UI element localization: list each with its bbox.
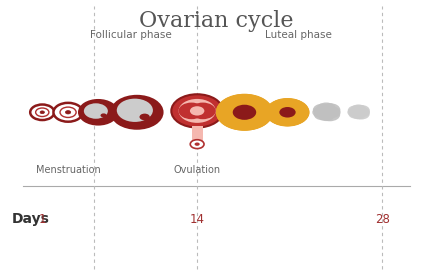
Circle shape — [314, 109, 331, 120]
Circle shape — [320, 108, 340, 121]
Circle shape — [312, 107, 330, 118]
Circle shape — [320, 103, 340, 116]
Circle shape — [225, 99, 273, 129]
Circle shape — [226, 97, 273, 128]
Text: Ovulation: Ovulation — [174, 165, 221, 175]
Circle shape — [117, 99, 153, 122]
Text: Luteal phase: Luteal phase — [265, 30, 332, 40]
Circle shape — [322, 106, 341, 118]
Circle shape — [190, 140, 204, 149]
Circle shape — [100, 113, 107, 117]
Circle shape — [216, 97, 263, 128]
Circle shape — [349, 110, 362, 119]
Circle shape — [53, 103, 83, 122]
Text: Menstruation: Menstruation — [36, 165, 100, 175]
Bar — [191, 126, 203, 141]
Circle shape — [355, 108, 370, 117]
Circle shape — [317, 106, 335, 118]
Circle shape — [351, 108, 366, 117]
Circle shape — [221, 94, 268, 124]
Circle shape — [352, 111, 365, 119]
Circle shape — [316, 102, 336, 115]
Circle shape — [221, 100, 268, 131]
Circle shape — [274, 101, 310, 124]
Text: 1: 1 — [39, 213, 46, 225]
Circle shape — [273, 99, 309, 122]
Circle shape — [279, 107, 296, 118]
Circle shape — [65, 111, 71, 114]
Circle shape — [190, 106, 204, 116]
Circle shape — [178, 99, 216, 123]
Circle shape — [218, 94, 266, 125]
Circle shape — [353, 109, 370, 120]
Circle shape — [265, 101, 301, 124]
Circle shape — [216, 95, 264, 126]
Circle shape — [84, 103, 108, 119]
Circle shape — [348, 105, 363, 115]
Circle shape — [40, 111, 45, 114]
Circle shape — [268, 98, 304, 121]
Circle shape — [218, 100, 266, 130]
Circle shape — [351, 104, 366, 115]
Circle shape — [268, 103, 304, 126]
Circle shape — [178, 102, 204, 119]
Circle shape — [79, 100, 117, 125]
Circle shape — [271, 98, 307, 121]
Circle shape — [30, 104, 54, 120]
Text: 14: 14 — [190, 213, 205, 225]
Circle shape — [225, 95, 273, 126]
Circle shape — [266, 102, 302, 125]
Circle shape — [190, 102, 216, 119]
Circle shape — [223, 94, 271, 125]
Circle shape — [313, 104, 332, 116]
Circle shape — [216, 99, 264, 129]
Circle shape — [273, 102, 309, 125]
Circle shape — [271, 103, 307, 126]
Circle shape — [223, 100, 271, 130]
Circle shape — [233, 105, 256, 120]
Circle shape — [194, 143, 200, 146]
Circle shape — [216, 94, 272, 130]
Text: 28: 28 — [375, 213, 390, 225]
Circle shape — [266, 98, 309, 126]
Circle shape — [111, 96, 163, 129]
Circle shape — [139, 114, 150, 120]
Circle shape — [347, 108, 361, 117]
Text: Days: Days — [12, 212, 50, 226]
Circle shape — [318, 110, 335, 121]
Circle shape — [171, 94, 223, 127]
Circle shape — [353, 105, 370, 116]
Text: Ovarian cycle: Ovarian cycle — [139, 10, 294, 32]
Circle shape — [266, 99, 302, 122]
Text: Follicular phase: Follicular phase — [90, 30, 171, 40]
